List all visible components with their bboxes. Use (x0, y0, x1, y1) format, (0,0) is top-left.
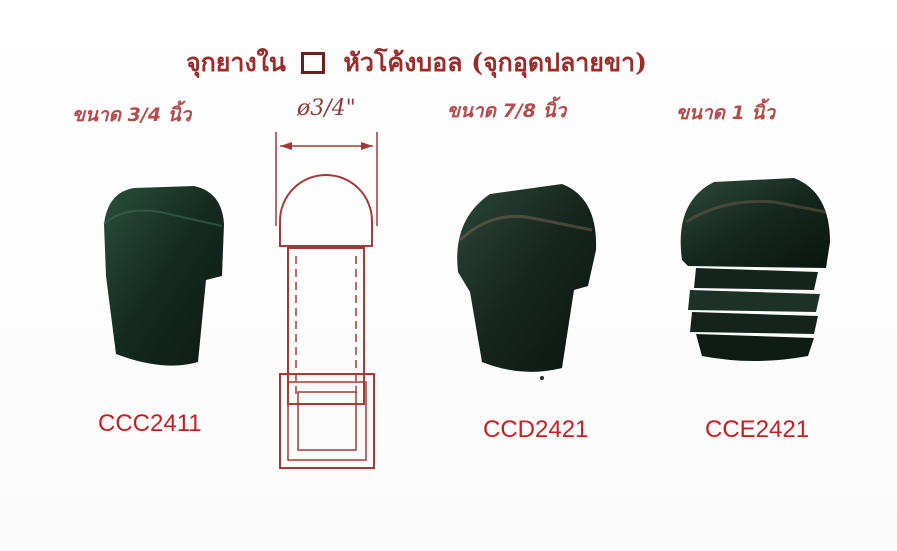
product-code-cce2421: CCE2421 (705, 416, 810, 443)
shaft-outline (287, 247, 365, 405)
product-code-ccd2421: CCD2421 (483, 416, 589, 443)
product-code-ccc2411: CCC2411 (98, 410, 202, 437)
dome-cap-outline (279, 174, 373, 247)
product-image-3-4 (103, 186, 224, 366)
product-image-7-8 (457, 184, 597, 372)
size-label-3-4: ขนาด 3/4 นิ้ว (72, 104, 192, 126)
arrow-right (361, 142, 373, 150)
title-part-1: จุกยางใน (186, 48, 286, 77)
size-label-1: ขนาด 1 นิ้ว (676, 102, 776, 124)
top-view-inner (297, 391, 357, 451)
page-title: จุกยางใน หัวโค้งบอล (จุกอุดปลายขา) (186, 48, 647, 78)
top-view-outer (279, 373, 375, 469)
hollow-square-icon (300, 52, 325, 74)
diameter-label: ø3/4" (297, 96, 356, 121)
print-speck (540, 376, 544, 380)
arrow-left (280, 142, 292, 150)
technical-drawing (275, 132, 378, 469)
top-view-middle (287, 381, 367, 461)
product-image-1 (680, 178, 830, 361)
size-label-7-8: ขนาด 7/8 นิ้ว (447, 100, 567, 122)
title-part-2: หัวโค้งบอล (จุกอุดปลายขา) (343, 48, 647, 77)
